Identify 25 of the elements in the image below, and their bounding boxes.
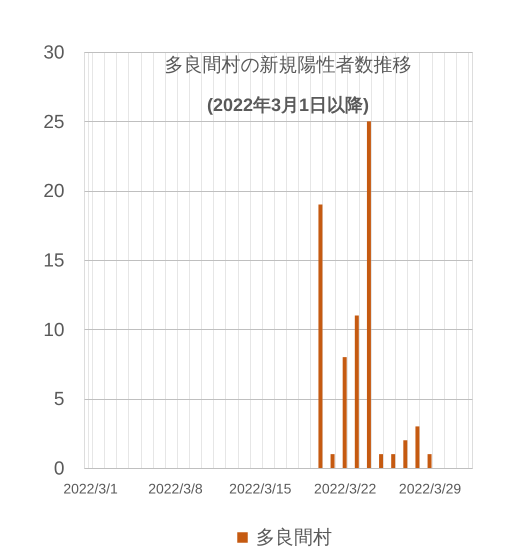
legend-label: 多良間村 — [256, 526, 332, 548]
x-tick-label: 2022/3/15 — [229, 480, 292, 496]
bar — [342, 357, 347, 468]
y-tick-label: 5 — [54, 389, 64, 410]
y-tick-label: 0 — [54, 458, 64, 480]
x-tick-label: 2022/3/22 — [314, 480, 377, 496]
y-tick-label: 20 — [43, 181, 64, 202]
x-tick-label: 2022/3/1 — [63, 480, 118, 496]
bar — [428, 454, 432, 468]
bar — [415, 426, 420, 468]
text: (2022年3月1日以降) — [206, 95, 370, 115]
bar — [330, 454, 335, 468]
y-tick-label: 15 — [43, 250, 64, 272]
bar — [366, 121, 371, 468]
bar — [318, 204, 322, 468]
bar — [379, 454, 384, 468]
y-tick-label: 25 — [43, 112, 64, 133]
y-tick-label: 10 — [43, 320, 64, 341]
x-tick-label: 2022/3/29 — [398, 480, 462, 496]
y-tick-label: 30 — [43, 42, 64, 64]
bar — [403, 440, 408, 468]
bar — [354, 315, 359, 468]
chart-title: 多良間村の新規陽性者数推移 — [164, 54, 412, 76]
bar — [391, 454, 396, 468]
x-tick-label: 2022/3/8 — [148, 480, 203, 496]
